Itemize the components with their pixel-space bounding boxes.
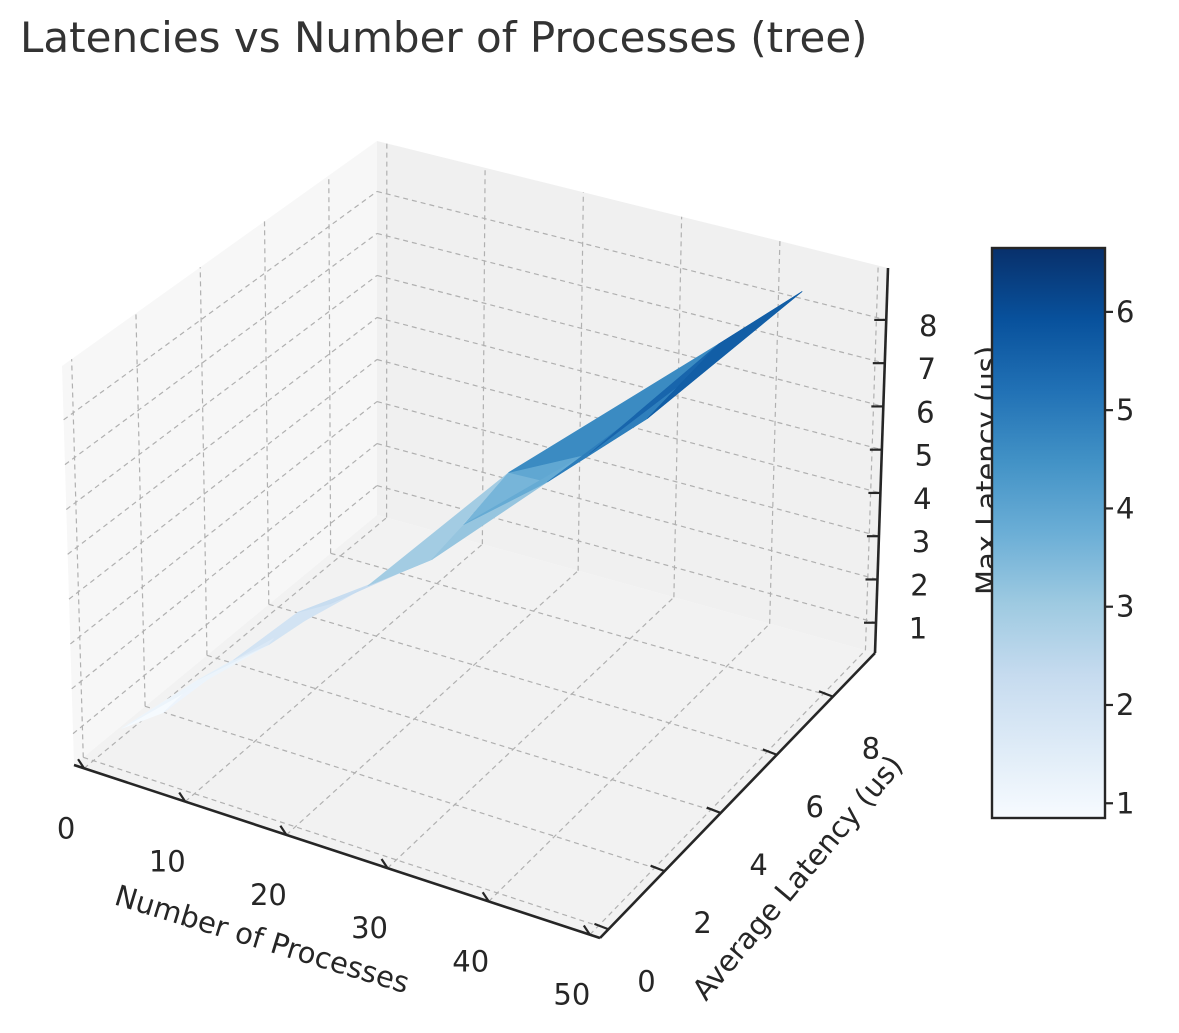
colorbar-tick-label: 2: [1116, 688, 1134, 722]
x-tick-mark: [481, 891, 490, 903]
surface-mesh: [121, 291, 803, 729]
grid-line: [376, 400, 880, 537]
floor-pane: [74, 515, 875, 938]
grid-line: [67, 317, 378, 555]
surface-face: [367, 472, 510, 587]
z-tick-label: 6: [916, 395, 934, 429]
x-tick-mark: [582, 924, 591, 936]
grid-line: [71, 359, 84, 758]
colorbar-tick-label: 3: [1116, 590, 1134, 624]
grid-line: [83, 756, 609, 930]
x-tick-label: 50: [553, 978, 590, 1012]
x-tick-label: 30: [351, 911, 388, 945]
grid-line: [268, 603, 777, 756]
x-axis-line: [73, 763, 601, 940]
z-tick-label: 7: [918, 352, 936, 386]
colorbar-tick-label: 4: [1116, 491, 1134, 525]
colorbar-tick-label: 1: [1116, 786, 1134, 820]
z-tick-label: 8: [919, 309, 937, 343]
grid-line: [769, 241, 781, 624]
grid-line: [64, 232, 378, 466]
grid-line: [376, 442, 878, 581]
z-tick-label: 2: [910, 568, 928, 602]
y-tick-mark: [594, 922, 609, 931]
y-tick-label: 4: [749, 848, 767, 882]
grid-line: [864, 265, 879, 651]
x-tick-label: 10: [149, 845, 186, 879]
grid-line: [376, 274, 884, 408]
grid-line: [387, 596, 675, 869]
grid-line: [376, 358, 881, 494]
grid-line: [199, 267, 208, 656]
x-tick-mark: [178, 791, 187, 803]
surface-face: [647, 291, 803, 419]
colorbar-gradient: [990, 246, 1107, 820]
left-pane: [62, 141, 377, 765]
y-tick-mark: [762, 748, 778, 756]
x-tick-mark: [380, 858, 389, 869]
grid-line: [330, 552, 834, 698]
grid-line: [589, 649, 866, 936]
x-tick-mark: [279, 825, 288, 836]
grid-line: [144, 705, 665, 872]
y-tick-mark: [818, 690, 834, 698]
grid-line: [135, 313, 146, 707]
colorbar-tick-label: 6: [1116, 295, 1134, 329]
y-tick-label: 6: [806, 790, 824, 824]
x-tick-label: 0: [57, 811, 75, 845]
y-axis-line: [599, 652, 876, 939]
grid-line: [376, 190, 887, 321]
axes-lines: [73, 267, 890, 940]
grid-line: [673, 216, 683, 598]
grid-line: [376, 316, 883, 451]
grid-line: [68, 359, 378, 600]
grid-line: [376, 232, 885, 364]
colorbar-tick-label: 5: [1116, 393, 1134, 427]
z-tick-label: 4: [913, 482, 931, 516]
grid-line: [69, 401, 378, 645]
grid-line: [71, 443, 378, 690]
grid-line: [488, 623, 771, 902]
grid-line: [286, 570, 579, 836]
y-tick-label: 8: [862, 732, 880, 766]
grid-line: [577, 192, 584, 571]
axes-panes: [62, 141, 888, 938]
x-tick-label: 20: [250, 878, 287, 912]
z-tick-label: 3: [912, 525, 930, 559]
chart-title: Latencies vs Number of Processes (tree): [20, 13, 868, 62]
axes-ticks: 0 10 20 30 40 50 0 2 4 6 8 1 2 3 4 5 6 7 8: [57, 309, 938, 1012]
grid-line: [184, 543, 483, 803]
grid-line: [83, 517, 387, 769]
z-tick-label: 1: [909, 612, 927, 646]
grid-line: [63, 190, 378, 421]
x-tick-mark: [77, 758, 86, 769]
grid-line: [72, 485, 378, 735]
grid-line: [263, 221, 270, 605]
y-tick-label: 0: [637, 964, 655, 998]
y-tick-mark: [706, 806, 722, 814]
grid-line: [65, 274, 378, 510]
y-tick-label: 2: [693, 906, 711, 940]
axes-grid: [63, 143, 887, 936]
z-tick-label: 5: [915, 439, 933, 473]
x-tick-label: 40: [452, 944, 489, 978]
y-tick-mark: [650, 864, 665, 873]
z-axis-line: [873, 267, 890, 654]
colorbar: 1 2 3 4 5 6: [990, 246, 1134, 820]
